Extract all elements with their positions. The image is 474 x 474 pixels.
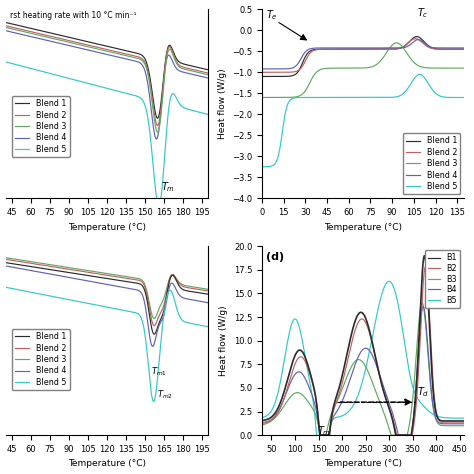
Legend: Blend 1, Blend 2, Blend 3, Blend 4, Blend 5: Blend 1, Blend 2, Blend 3, Blend 4, Blen… (12, 96, 70, 157)
X-axis label: Temperature (°C): Temperature (°C) (324, 459, 402, 468)
Text: $T_e$: $T_e$ (266, 9, 278, 22)
X-axis label: Temperature (°C): Temperature (°C) (324, 223, 402, 232)
Legend: Blend 1, Blend 2, Blend 3, Blend 4, Blend 5: Blend 1, Blend 2, Blend 3, Blend 4, Blen… (12, 329, 70, 390)
Text: $T_{m1}$: $T_{m1}$ (151, 365, 167, 378)
Legend: B1, B2, B3, B4, B5: B1, B2, B3, B4, B5 (425, 250, 460, 308)
Text: $T_m$: $T_m$ (317, 424, 331, 438)
Text: (d): (d) (266, 252, 284, 262)
X-axis label: Temperature (°C): Temperature (°C) (68, 223, 146, 232)
Y-axis label: Heat flow (W/g): Heat flow (W/g) (219, 305, 228, 376)
Text: $T_d$: $T_d$ (418, 385, 429, 399)
Y-axis label: Heat flow (W/g): Heat flow (W/g) (218, 68, 227, 139)
Text: $T_{m2}$: $T_{m2}$ (157, 388, 173, 401)
Text: rst heating rate with 10 °C min⁻¹: rst heating rate with 10 °C min⁻¹ (9, 11, 136, 20)
Text: $T_c$: $T_c$ (417, 7, 428, 20)
Legend: Blend 1, Blend 2, Blend 3, Blend 4, Blend 5: Blend 1, Blend 2, Blend 3, Blend 4, Blen… (402, 133, 460, 194)
Text: $T_m$: $T_m$ (161, 180, 175, 194)
X-axis label: Temperature (°C): Temperature (°C) (68, 459, 146, 468)
